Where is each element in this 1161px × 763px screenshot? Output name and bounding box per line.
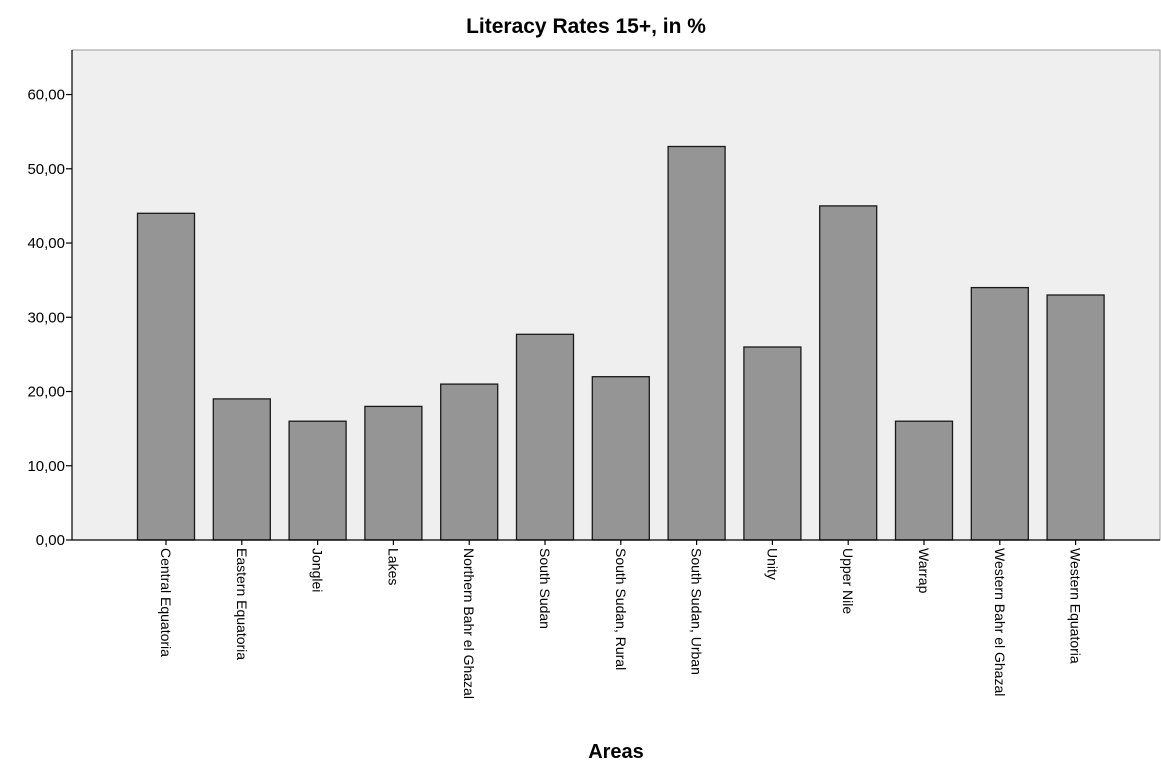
bar-warrap (896, 421, 953, 540)
y-tick-label: 20,00 (27, 384, 65, 401)
bar-central-equatoria (138, 213, 195, 540)
x-ticks-group: Central Equatoria Eastern Equatoria Jongle… (158, 540, 1084, 699)
x-tick-label: Northern Bahr el Ghazal (461, 548, 477, 699)
bar-south-sudan (517, 334, 574, 540)
x-tick-label: South Sudan (537, 548, 553, 629)
bar-northern-bahr-el-ghazal (441, 384, 498, 540)
x-tick-label: South Sudan, Rural (613, 548, 629, 670)
x-tick-label: Eastern Equatoria (234, 548, 250, 660)
bar-western-bahr-el-ghazal (971, 288, 1028, 540)
x-tick-label: Upper Nile (840, 548, 856, 614)
x-tick-label: Jonglei (310, 548, 326, 592)
y-tick-label: 60,00 (27, 87, 65, 104)
y-tick-label: 0,00 (36, 532, 65, 549)
x-axis-label: Areas (588, 741, 644, 763)
y-tick-label: 10,00 (27, 458, 65, 475)
y-tick-label: 50,00 (27, 161, 65, 178)
x-tick-label: Warrap (916, 548, 932, 594)
bar-eastern-equatoria (213, 399, 270, 540)
x-tick-label: Lakes (385, 548, 401, 585)
y-tick-label: 30,00 (27, 309, 65, 326)
bar-upper-nile (820, 206, 877, 540)
bar-lakes (365, 406, 422, 540)
bar-south-sudan-rural (592, 377, 649, 540)
x-tick-label: Western Bahr el Ghazal (992, 548, 1008, 696)
y-tick-label: 40,00 (27, 235, 65, 252)
x-tick-label: Western Equatoria (1068, 548, 1084, 664)
bar-western-equatoria (1047, 295, 1104, 540)
x-tick-label: Central Equatoria (158, 548, 174, 657)
y-ticks-group: 0,00 10,00 20,00 30,00 40,00 50,00 60,00 (27, 87, 72, 549)
bar-south-sudan-urban (668, 147, 725, 541)
bar-unity (744, 347, 801, 540)
bar-jonglei (289, 421, 346, 540)
x-tick-label: South Sudan, Urban (689, 548, 705, 675)
x-tick-label: Unity (764, 548, 780, 580)
chart-title: Literacy Rates 15+, in % (466, 15, 706, 38)
